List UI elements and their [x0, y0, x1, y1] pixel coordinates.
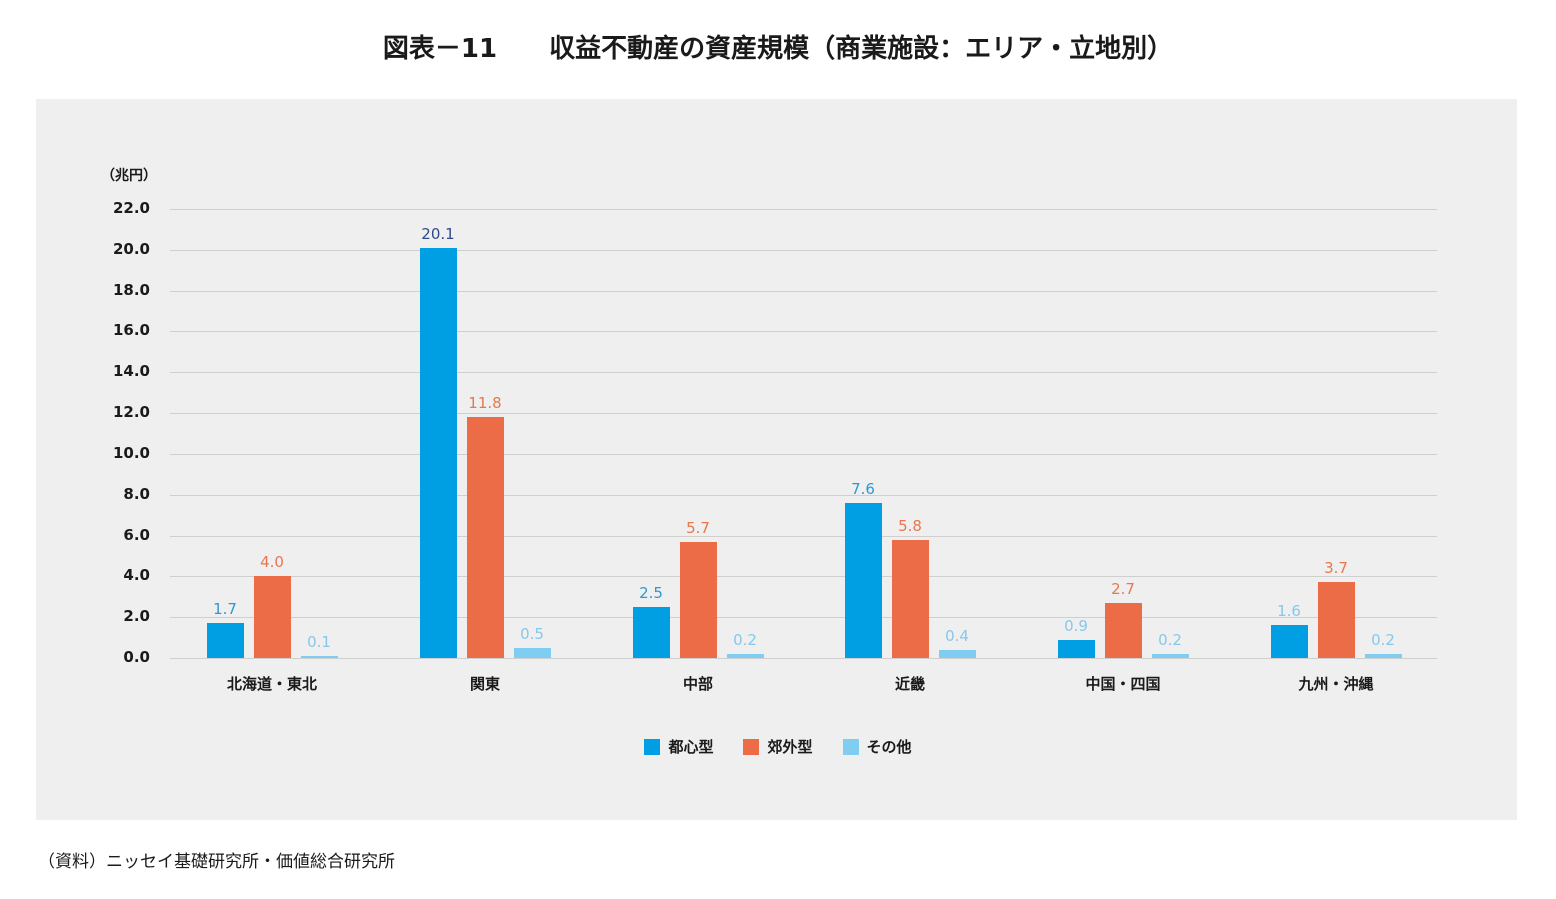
legend-label-other: その他	[866, 738, 912, 756]
y-tick-label: 22.0	[112, 199, 150, 217]
gridline	[170, 413, 1437, 414]
gridline	[170, 617, 1437, 618]
x-category-label: 中部	[682, 675, 713, 693]
bar-kougai	[254, 576, 291, 658]
gridline	[170, 495, 1437, 496]
legend-item-other: その他	[842, 736, 912, 757]
bar-kougai	[892, 540, 929, 658]
gridline	[170, 536, 1437, 537]
legend-label-toshin: 都心型	[668, 738, 714, 756]
gridline	[170, 250, 1437, 251]
value-label-other: 0.5	[520, 625, 544, 643]
source-note: （資料）ニッセイ基礎研究所・価値総合研究所	[38, 852, 395, 872]
gridline	[170, 209, 1437, 210]
bar-toshin	[633, 607, 670, 658]
y-tick-label: 18.0	[112, 281, 150, 299]
gridline	[170, 331, 1437, 332]
y-tick-label: 0.0	[123, 648, 150, 666]
bar-kougai	[1318, 582, 1355, 658]
bar-toshin	[845, 503, 882, 658]
y-tick-label: 6.0	[123, 526, 150, 544]
value-label-other: 0.4	[945, 627, 969, 645]
value-label-other: 0.2	[1371, 631, 1395, 649]
bar-toshin	[1058, 640, 1095, 658]
bar-toshin	[420, 248, 457, 658]
value-label-kougai: 4.0	[260, 553, 284, 571]
y-tick-label: 20.0	[112, 240, 150, 258]
legend-item-toshin: 都心型	[644, 736, 713, 757]
value-label-kougai: 3.7	[1324, 559, 1348, 577]
x-category-label: 北海道・東北	[226, 675, 317, 693]
legend-item-kougai: 郊外型	[743, 736, 813, 757]
value-label-kougai: 5.7	[686, 519, 710, 537]
x-category-label: 九州・沖縄	[1298, 675, 1374, 693]
legend-label-kougai: 郊外型	[767, 738, 813, 756]
bar-kougai	[1105, 603, 1142, 658]
bar-toshin	[1271, 625, 1308, 658]
y-tick-label: 2.0	[123, 607, 150, 625]
value-label-kougai: 2.7	[1111, 580, 1135, 598]
gridline	[170, 454, 1437, 455]
x-category-label: 関東	[469, 675, 500, 693]
gridline	[170, 576, 1437, 577]
bar-toshin	[207, 623, 244, 658]
y-tick-label: 14.0	[112, 362, 150, 380]
legend-swatch-other	[842, 738, 859, 755]
bar-other	[301, 656, 338, 658]
bar-kougai	[467, 417, 504, 658]
y-tick-label: 4.0	[123, 566, 150, 584]
bar-other	[727, 654, 764, 658]
bar-other	[1365, 654, 1402, 658]
bar-other	[514, 648, 551, 658]
value-label-toshin: 1.7	[213, 600, 237, 618]
y-axis-unit-label: （兆円）	[101, 168, 157, 184]
x-category-label: 中国・四国	[1085, 675, 1161, 693]
legend-swatch-kougai	[743, 738, 760, 755]
value-label-toshin: 2.5	[639, 584, 663, 602]
value-label-toshin: 0.9	[1064, 617, 1088, 635]
value-label-other: 0.2	[733, 631, 757, 649]
gridline	[170, 291, 1437, 292]
y-tick-label: 10.0	[112, 444, 150, 462]
value-label-kougai: 5.8	[898, 517, 922, 535]
bar-other	[939, 650, 976, 658]
gridline	[170, 372, 1437, 373]
legend-swatch-toshin	[644, 738, 661, 755]
value-label-other: 0.1	[307, 633, 331, 651]
y-tick-label: 8.0	[123, 485, 150, 503]
value-label-toshin: 1.6	[1277, 602, 1301, 620]
gridline	[170, 658, 1437, 659]
chart-legend: 都心型 郊外型 その他	[0, 736, 1556, 757]
chart-panel	[36, 99, 1517, 820]
value-label-kougai: 11.8	[468, 394, 502, 412]
figure-title: 図表－11 収益不動産の資産規模（商業施設：エリア・立地別）	[382, 34, 1174, 64]
y-tick-label: 12.0	[112, 403, 150, 421]
y-tick-label: 16.0	[112, 321, 150, 339]
bar-kougai	[680, 542, 717, 658]
x-category-label: 近畿	[894, 675, 925, 693]
value-label-toshin: 20.1	[421, 225, 455, 243]
value-label-toshin: 7.6	[851, 480, 875, 498]
value-label-other: 0.2	[1158, 631, 1182, 649]
bar-other	[1152, 654, 1189, 658]
